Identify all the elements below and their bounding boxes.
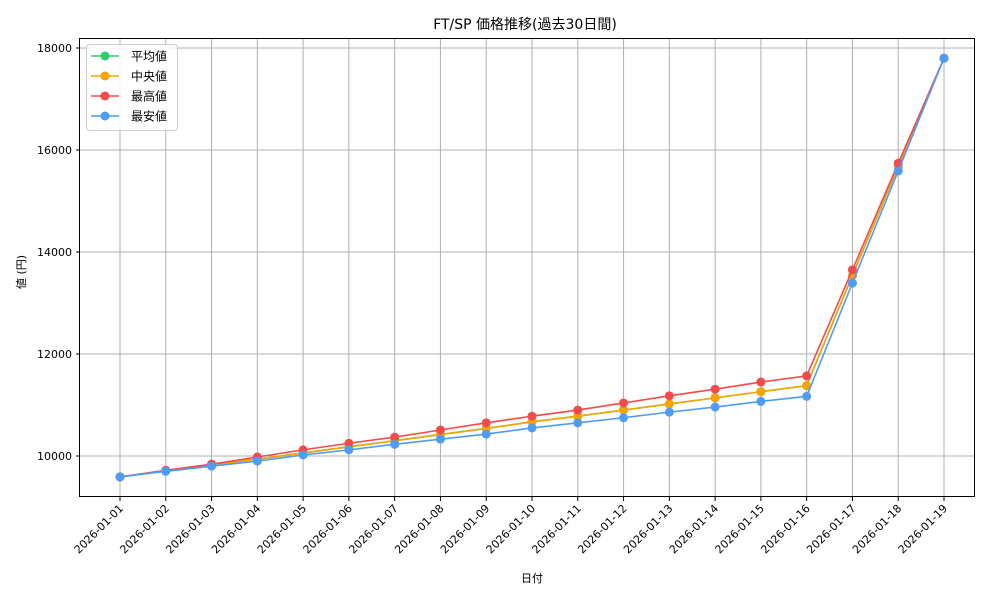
data-point-marker [802, 371, 812, 381]
data-point-marker [619, 405, 629, 415]
y-tick-label: 14000 [37, 246, 72, 259]
data-point-marker [298, 450, 308, 460]
legend-box [86, 44, 178, 131]
data-point-marker [619, 398, 629, 408]
y-tick-label: 16000 [37, 144, 72, 157]
data-point-marker [710, 402, 720, 412]
data-point-marker [207, 461, 217, 471]
data-point-marker [344, 445, 354, 455]
data-point-marker [481, 429, 491, 439]
data-point-marker [435, 434, 445, 444]
data-point-marker [802, 391, 812, 401]
legend-marker [100, 91, 110, 101]
data-point-marker [619, 413, 629, 423]
data-point-marker [664, 391, 674, 401]
data-point-marker [939, 53, 949, 63]
data-point-marker [756, 387, 766, 397]
data-point-marker [527, 423, 537, 433]
legend-label: 平均値 [131, 49, 167, 64]
y-tick-label: 18000 [37, 42, 72, 55]
data-point-marker [481, 418, 491, 428]
legend-label: 最高値 [131, 89, 167, 104]
data-point-marker [756, 377, 766, 387]
x-axis-label: 日付 [521, 572, 543, 585]
data-point-marker [710, 393, 720, 403]
legend-label: 中央値 [131, 69, 167, 84]
data-point-marker [161, 466, 171, 476]
data-point-marker [527, 411, 537, 421]
data-point-marker [756, 396, 766, 406]
data-point-marker [893, 166, 903, 176]
data-series [115, 53, 949, 482]
data-point-marker [710, 384, 720, 394]
x-tick-label: 2026-01-19 [896, 502, 950, 556]
legend-marker [100, 71, 110, 81]
y-tick-label: 10000 [37, 450, 72, 463]
data-point-marker [573, 418, 583, 428]
data-point-marker [847, 265, 857, 275]
chart-title: FT/SP 価格推移(過去30日間) [433, 17, 617, 33]
data-point-marker [390, 439, 400, 449]
legend-label: 最安値 [131, 109, 167, 124]
data-point-marker [344, 438, 354, 448]
data-point-marker [802, 381, 812, 391]
series-line [115, 53, 949, 482]
y-tick-label: 12000 [37, 348, 72, 361]
legend-marker [100, 111, 110, 121]
data-point-marker [664, 407, 674, 417]
data-point-marker [847, 278, 857, 288]
data-point-marker [115, 472, 125, 482]
data-point-marker [390, 432, 400, 442]
plot-area-frame [79, 38, 975, 497]
y-axis-ticks: 10000 12000 14000 16000 18000 [37, 42, 80, 463]
data-point-marker [573, 405, 583, 415]
data-point-marker [435, 425, 445, 435]
x-axis-ticks: 2026-01-012026-01-022026-01-032026-01-04… [72, 497, 950, 556]
data-point-marker [664, 399, 674, 409]
data-point-marker [252, 456, 262, 466]
legend-marker [100, 51, 110, 61]
y-axis-label: 値 (円) [15, 255, 28, 289]
